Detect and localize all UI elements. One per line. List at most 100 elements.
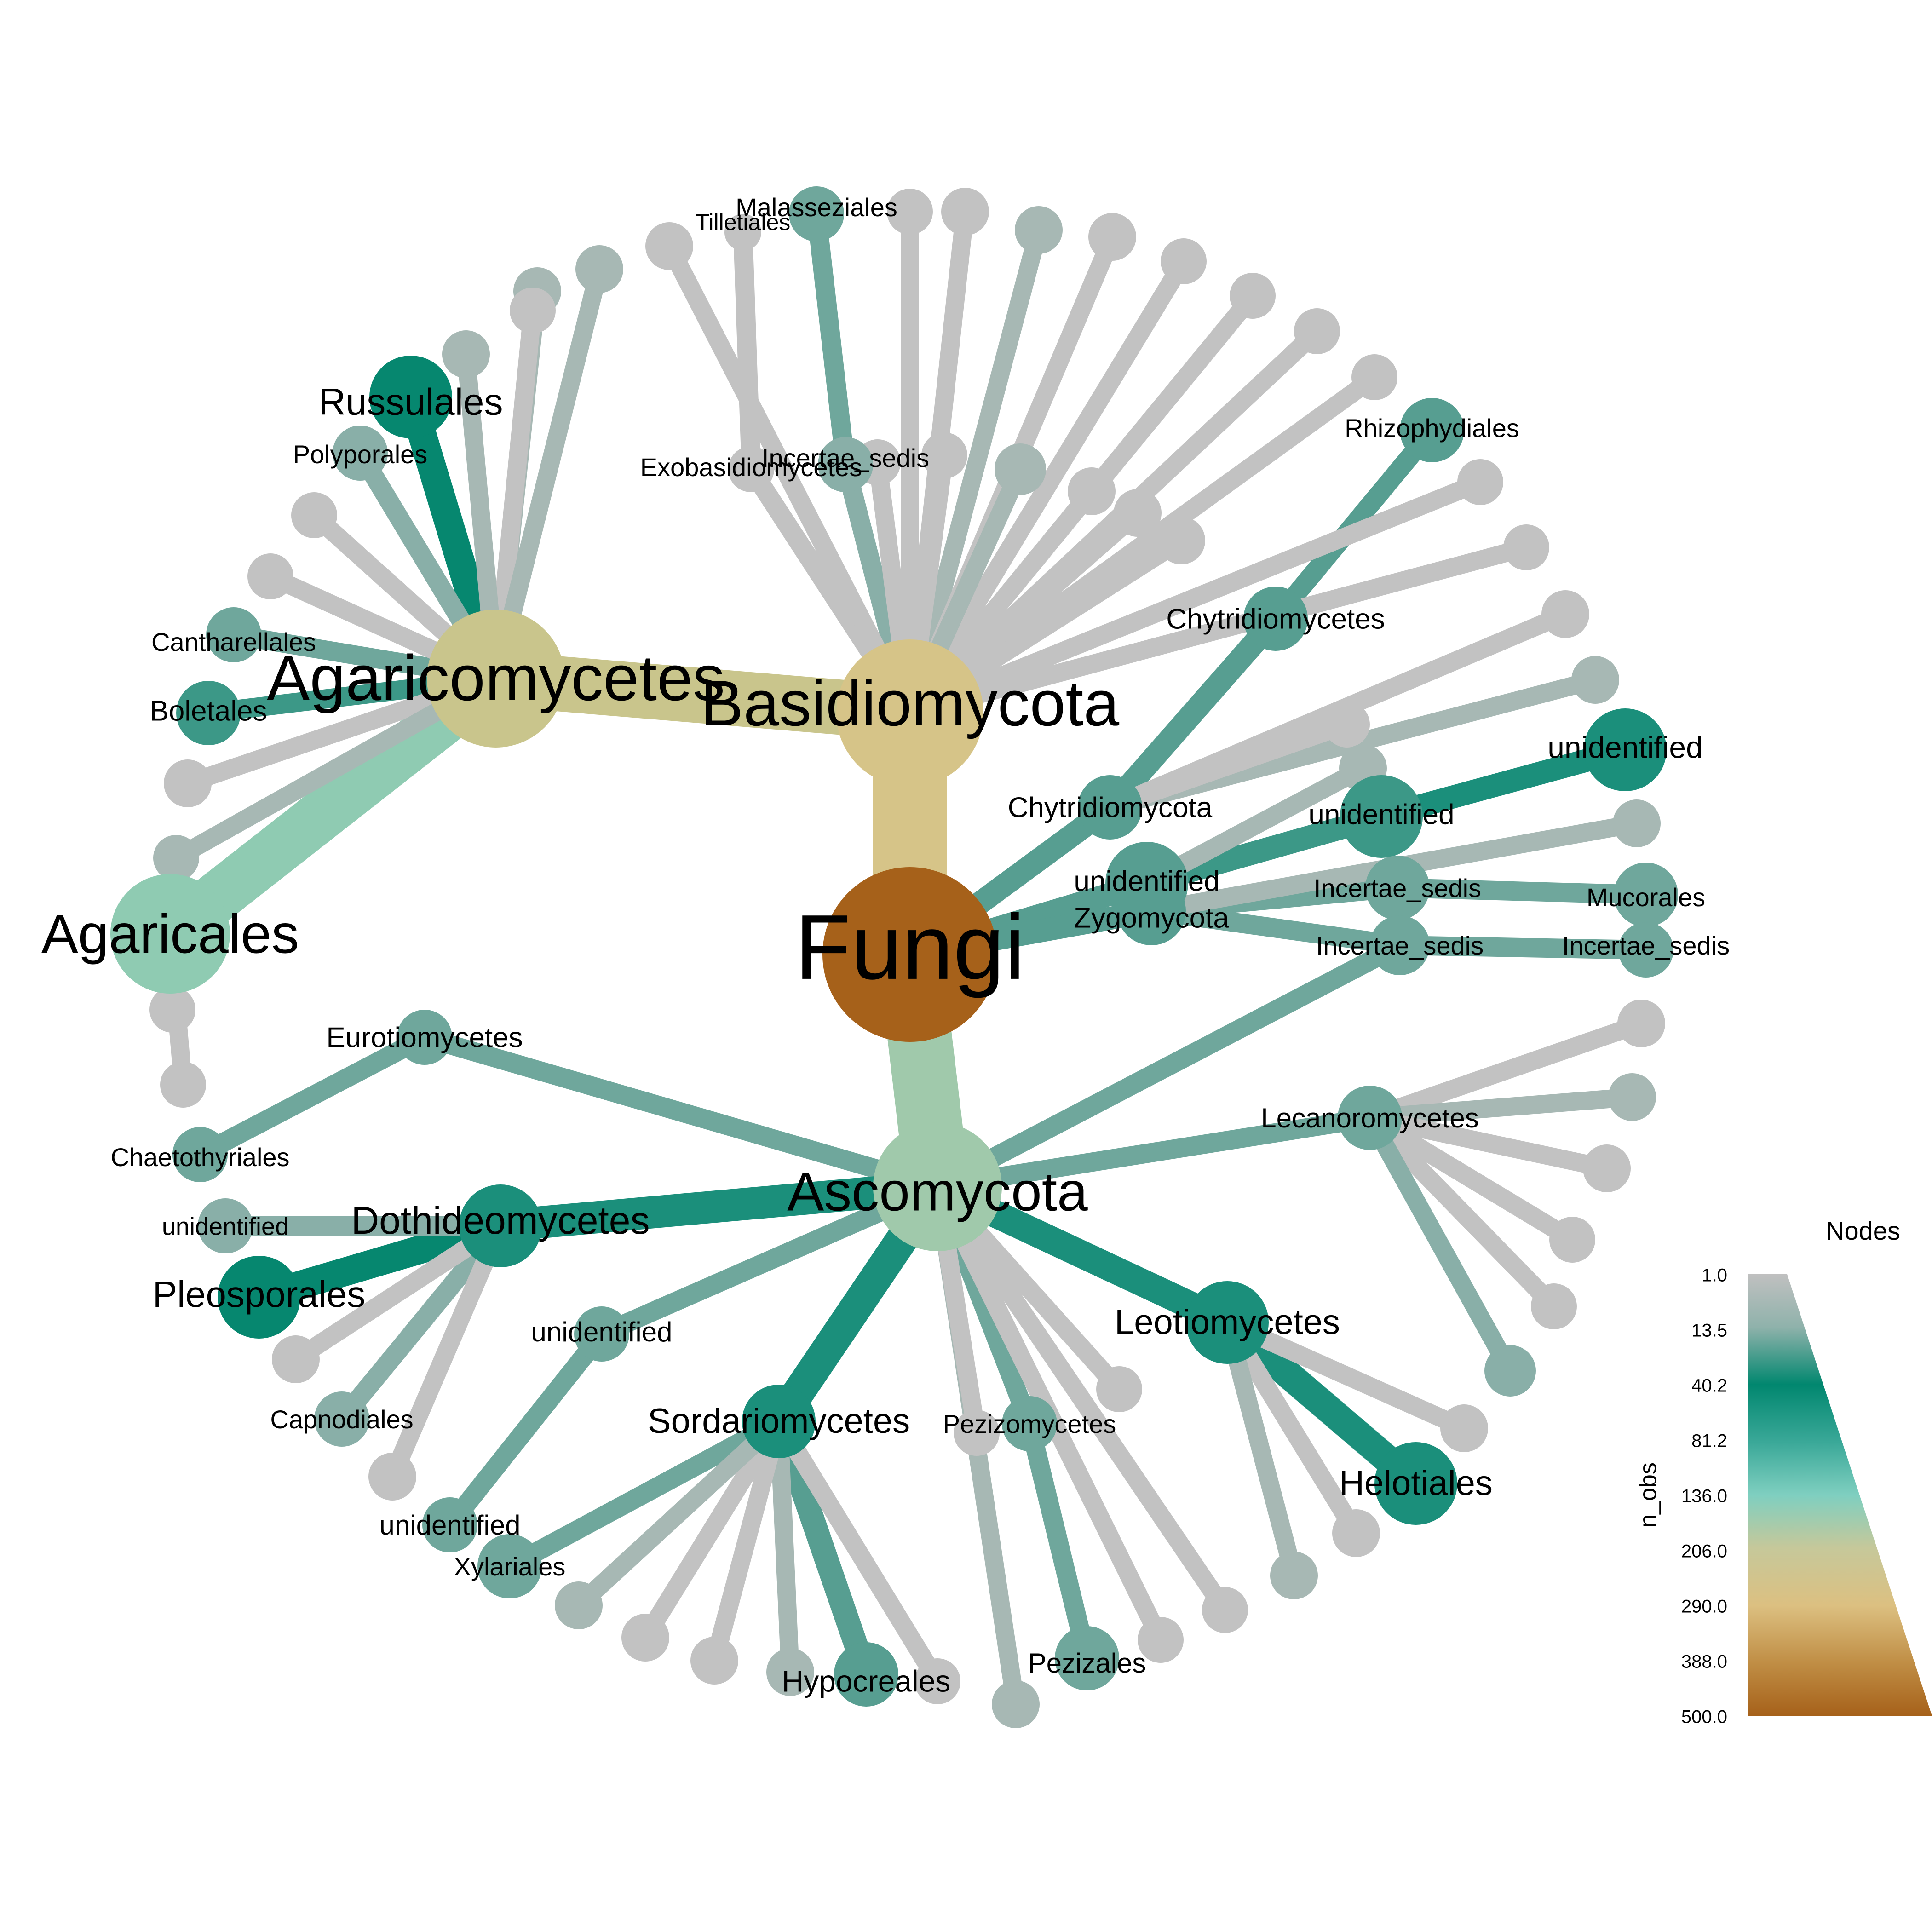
node-polyporales [333,426,388,481]
label-unid_f3: unidentified [1547,730,1703,764]
tip-node [992,1680,1040,1728]
tip-node [1332,1509,1380,1557]
edge-chytridiomycota-tip [1107,716,1350,816]
tip-node [510,288,556,334]
node-layer [110,186,1678,1728]
tip-node [995,443,1046,495]
tip-node [1161,238,1207,284]
edge-chytridiomycota-chytridiomycetes [1101,611,1284,815]
node-malasseziales [789,186,844,242]
tip-node [1613,799,1661,847]
label-xylariales: Xylariales [454,1552,566,1581]
edge-basidiomycota-tip [902,256,1192,718]
tip-node [1202,1587,1248,1633]
edge-dothideomycetes-capnodiales [334,1219,508,1426]
label-incertae_z3: Incertae_sedis [1562,931,1730,960]
legend-color-wedge [1748,1274,1932,1716]
node-leotiomycetes [1186,1281,1269,1364]
edge-incertae_z2-incertae_z3 [1399,936,1646,960]
node-mucorales [1614,862,1678,927]
node-sordariomycetes [742,1385,816,1458]
tip-node [1608,1073,1656,1121]
node-tilletiales [724,214,761,251]
tip-node [766,1648,814,1696]
node-unid_f3 [1584,708,1667,791]
edge-sordariomycetes-tip [770,1416,946,1686]
label-tilletiales: Tilletiales [696,209,791,235]
node-chytridiomycota [1078,775,1142,840]
legend-ticks: 1.0 13.5 40.2 81.2 136.0 206.0 290.0 388.0 500.0 [1681,1265,1727,1727]
tip-node [887,189,933,235]
tip-node [1583,1144,1631,1192]
node-basidiomycota [836,639,983,787]
tip-node [1351,354,1397,400]
tip-node [160,1062,206,1108]
legend-tick-label: 206.0 [1681,1541,1727,1562]
edge-incertae_b-malasseziales [807,213,855,466]
legend-tick-label: 81.2 [1691,1431,1727,1451]
label-incertae_b: Incertae_sedis [762,443,929,472]
node-xylariales [477,1534,542,1598]
label-chytridiomycetes: Chytridiomycetes [1166,603,1385,635]
node-cantharellales [206,607,261,662]
legend-tick-label: 500.0 [1681,1707,1727,1727]
tip-node [1294,308,1340,354]
label-chytridiomycota: Chytridiomycota [1008,792,1213,823]
label-helotiales: Helotiales [1339,1464,1493,1503]
tip-node [1015,206,1063,254]
node-hypocreales [834,1642,898,1707]
label-sordariomycetes: Sordariomycetes [648,1402,910,1441]
tip-node [1230,273,1276,319]
tip-node [1541,590,1589,638]
node-zygomycota [1117,876,1186,945]
edge-agaricomycetes-tip [487,267,609,681]
legend-axis-label: n_obs [1635,1462,1662,1528]
label-pezizomycetes: Pezizomycetes [943,1409,1116,1438]
node-unid_a1 [574,1306,629,1362]
node-unid_a2 [422,1497,477,1552]
node-fungi [822,867,997,1042]
label-russulales: Russulales [318,381,503,423]
node-russulales [369,356,452,438]
node-ascomycota [873,1122,1002,1251]
label-ascomycota: Ascomycota [787,1161,1088,1223]
edge-incertae_z1-mucorales [1397,878,1646,904]
tip-node [575,245,623,293]
node-incertae_b [818,437,873,492]
node-agaricomycetes [427,610,565,748]
node-unid_f2 [1340,775,1423,858]
tip-node [1503,524,1549,570]
tip-node [954,1410,1000,1456]
tip-node [247,553,293,599]
node-agaricales [110,874,230,994]
edge-eurotiomycetes-chaetothyriales [196,1029,429,1163]
edge-dothideomycetes-tip [384,1222,509,1480]
label-basidiomycota: Basidiomycota [701,667,1120,739]
label-unid_f2: unidentified [1308,799,1454,830]
label-mucorales: Mucorales [1587,883,1705,912]
label-polyporales: Polyporales [293,440,428,469]
label-rhizophydiales: Rhizophydiales [1345,414,1519,443]
node-incertae_z3 [1618,922,1673,978]
edge-ascomycota-dothideomycetes [499,1171,939,1242]
node-rhizophydiales [1400,398,1464,462]
node-dothideomycetes [459,1184,542,1267]
tip-node [164,759,212,807]
edge-leotiomycetes-tip [1223,1314,1468,1437]
legend-tick-label: 388.0 [1681,1652,1727,1672]
label-unid_a1: unidentified [531,1317,673,1347]
tip-node [941,188,989,236]
edge-exobasidiomycetes-tilletiales [733,232,761,470]
legend-tick-label: 40.2 [1691,1376,1727,1396]
edge-unid_a1-unid_a2 [442,1328,610,1531]
label-pezizales: Pezizales [1028,1648,1146,1679]
edge-dothideomycetes-pleosporales [255,1212,505,1311]
edge-sordariomycetes-xylariales [505,1413,783,1575]
label-capnodiales: Capnodiales [270,1405,413,1434]
label-unid_a2: unidentified [380,1510,521,1541]
legend-title: Nodes [1826,1216,1900,1245]
edge-ascomycota-incertae_z2 [933,937,1404,1196]
edge-sordariomycetes-tip [637,1416,787,1643]
legend-tick-label: 136.0 [1681,1486,1727,1506]
